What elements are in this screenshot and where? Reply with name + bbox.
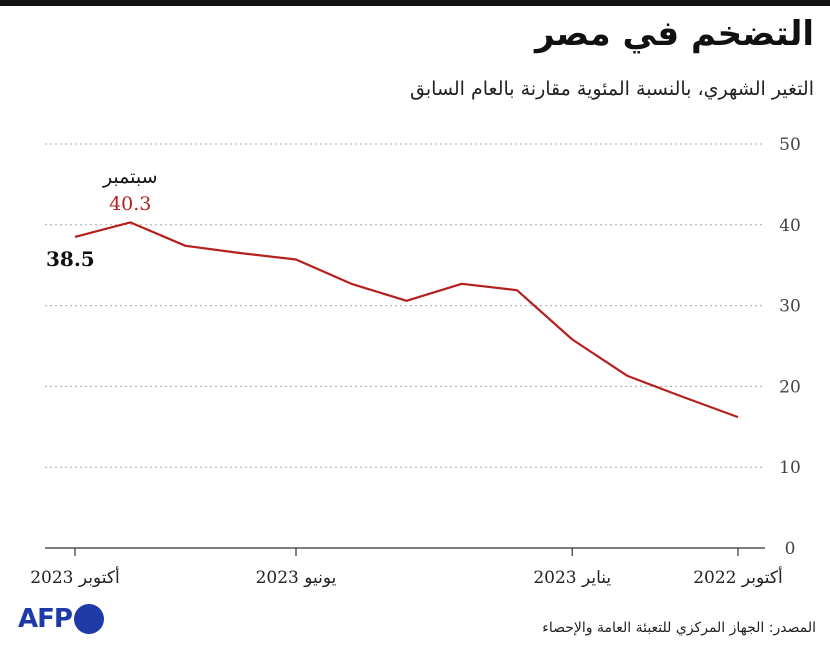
y-tick-label-10: 10 [779,458,801,478]
x-tick-label-0: أكتوبر 2022 [693,566,783,588]
y-tick-label-20: 20 [779,377,801,397]
y-tick-label-30: 30 [779,297,801,317]
y-tick-label-50: 50 [779,135,801,155]
chart-title: التضخم في مصر [534,14,814,54]
peak-month-label: سبتمبر [102,166,158,188]
y-tick-label-0: 0 [785,539,796,559]
source-note: المصدر: الجهاز المركزي للتعبئة العامة وا… [542,620,816,636]
top-rule [0,0,830,6]
x-tick-label-1: يناير 2023 [533,568,611,588]
chart-subtitle: التغير الشهري، بالنسبة المئوية مقارنة با… [410,78,814,100]
afp-logo: AFP [18,604,104,634]
x-tick-label-3: أكتوبر 2023 [30,566,120,588]
line-chart: 0 10 20 30 40 50 أكتوبر 2022 يناير 2023 يونيو 20… [30,135,801,588]
afp-logo-dot-icon [73,604,104,634]
x-tick-label-2: يونيو 2023 [256,568,337,588]
afp-logo-text: AFP [18,604,73,634]
series-line-0 [74,221,739,419]
y-tick-label-40: 40 [779,216,801,236]
last-value-label: 38.5 [46,247,95,271]
peak-value-label: 40.3 [109,193,151,215]
